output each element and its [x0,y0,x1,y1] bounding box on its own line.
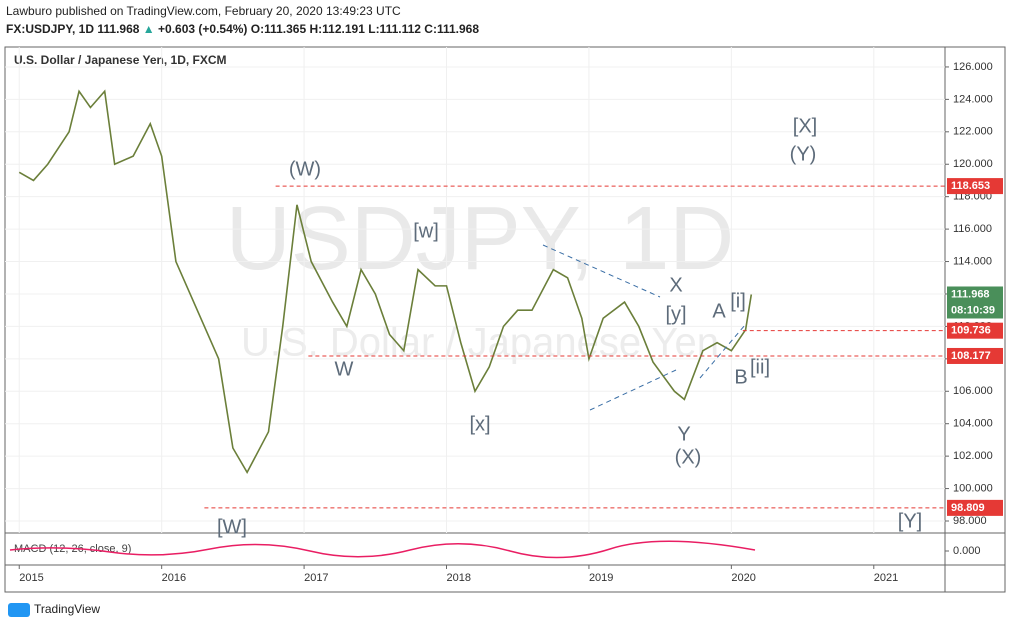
wave-label: (X) [675,446,702,468]
x-tick-label: 2020 [731,572,755,584]
watermark-sub: U.S. Dollar / Japanese Yen [241,321,719,365]
publish-line: Lawburo published on TradingView.com, Fe… [6,4,401,18]
wave-label: [w] [413,220,439,242]
x-tick-label: 2016 [162,572,186,584]
trendline-a [699,324,746,379]
y-tick-label: 104.000 [953,418,993,430]
level-label: 118.653 [951,180,990,192]
last: 111.968 [97,22,140,36]
wave-label: [X] [793,115,817,137]
y-tick-label: 114.000 [953,255,992,267]
logo-icon [8,603,30,617]
price-box [947,286,1003,319]
wave-label: [y] [665,303,686,325]
watermark: USDJPY, 1D [226,189,735,289]
x-tick-label: 2015 [19,572,43,584]
wave-label: [Y] [898,510,922,532]
level-label: 108.177 [951,350,991,362]
x-tick-label: 2017 [304,572,328,584]
high: H:112.191 [309,22,365,36]
quote-line: FX:USDJPY, 1D 111.968 ▲ +0.603 (+0.54%) … [6,22,479,36]
indicator-line [9,540,756,559]
level-box [947,178,1003,195]
y-tick-label: 120.000 [953,158,993,170]
up-arrow: ▲ [142,22,155,36]
trendline-lower [589,369,677,411]
countdown: 08:10:39 [951,304,995,316]
symbol-title: U.S. Dollar / Japanese Yen, 1D, FXCM [14,53,227,67]
level-box [947,499,1003,516]
y-tick-label: 122.000 [953,126,993,138]
wave-label: [x] [469,413,490,435]
frame [4,46,1006,593]
footer-brand: TradingView [34,602,100,616]
y-tick-label: 106.000 [953,385,993,397]
close: C:111.968 [424,22,480,36]
y-tick-label: 102.000 [953,450,993,462]
marks: 98.000100.000102.000104.000106.000108.00… [5,47,993,584]
trendline-upper [542,244,661,298]
wave-label: [W] [217,516,247,538]
x-tick-label: 2018 [447,572,471,584]
price-label: 111.968 [951,288,990,300]
y-tick-label: 116.000 [953,223,992,235]
wave-label: (W) [289,158,321,180]
level-label: 98.809 [951,502,985,514]
wave-label: A [712,300,726,322]
wave-label: [ii] [750,356,770,378]
change: +0.603 (+0.54%) [158,22,248,36]
y-tick-label: 98.000 [953,515,987,527]
low: L:111.112 [368,22,421,36]
wave-label: W [335,358,354,380]
x-tick-label: 2019 [589,572,613,584]
y-tick-label: 126.000 [953,61,993,73]
wave-label: B [734,366,747,388]
y-tick-label: 100.000 [953,482,993,494]
wave-label: [i] [730,290,746,312]
level-box [947,347,1003,364]
wave-label: Y [677,423,690,445]
y-tick-label: 124.000 [953,93,993,105]
wave-label: (Y) [790,143,817,165]
open: O:111.365 [250,22,307,36]
level-label: 109.736 [951,325,991,337]
price-line [18,89,753,474]
x-tick-label: 2021 [874,572,898,584]
symbol: FX:USDJPY, 1D [6,22,95,36]
level-box [947,322,1003,339]
indicator-tick-label: 0.000 [953,545,981,557]
wave-label: X [669,274,682,296]
